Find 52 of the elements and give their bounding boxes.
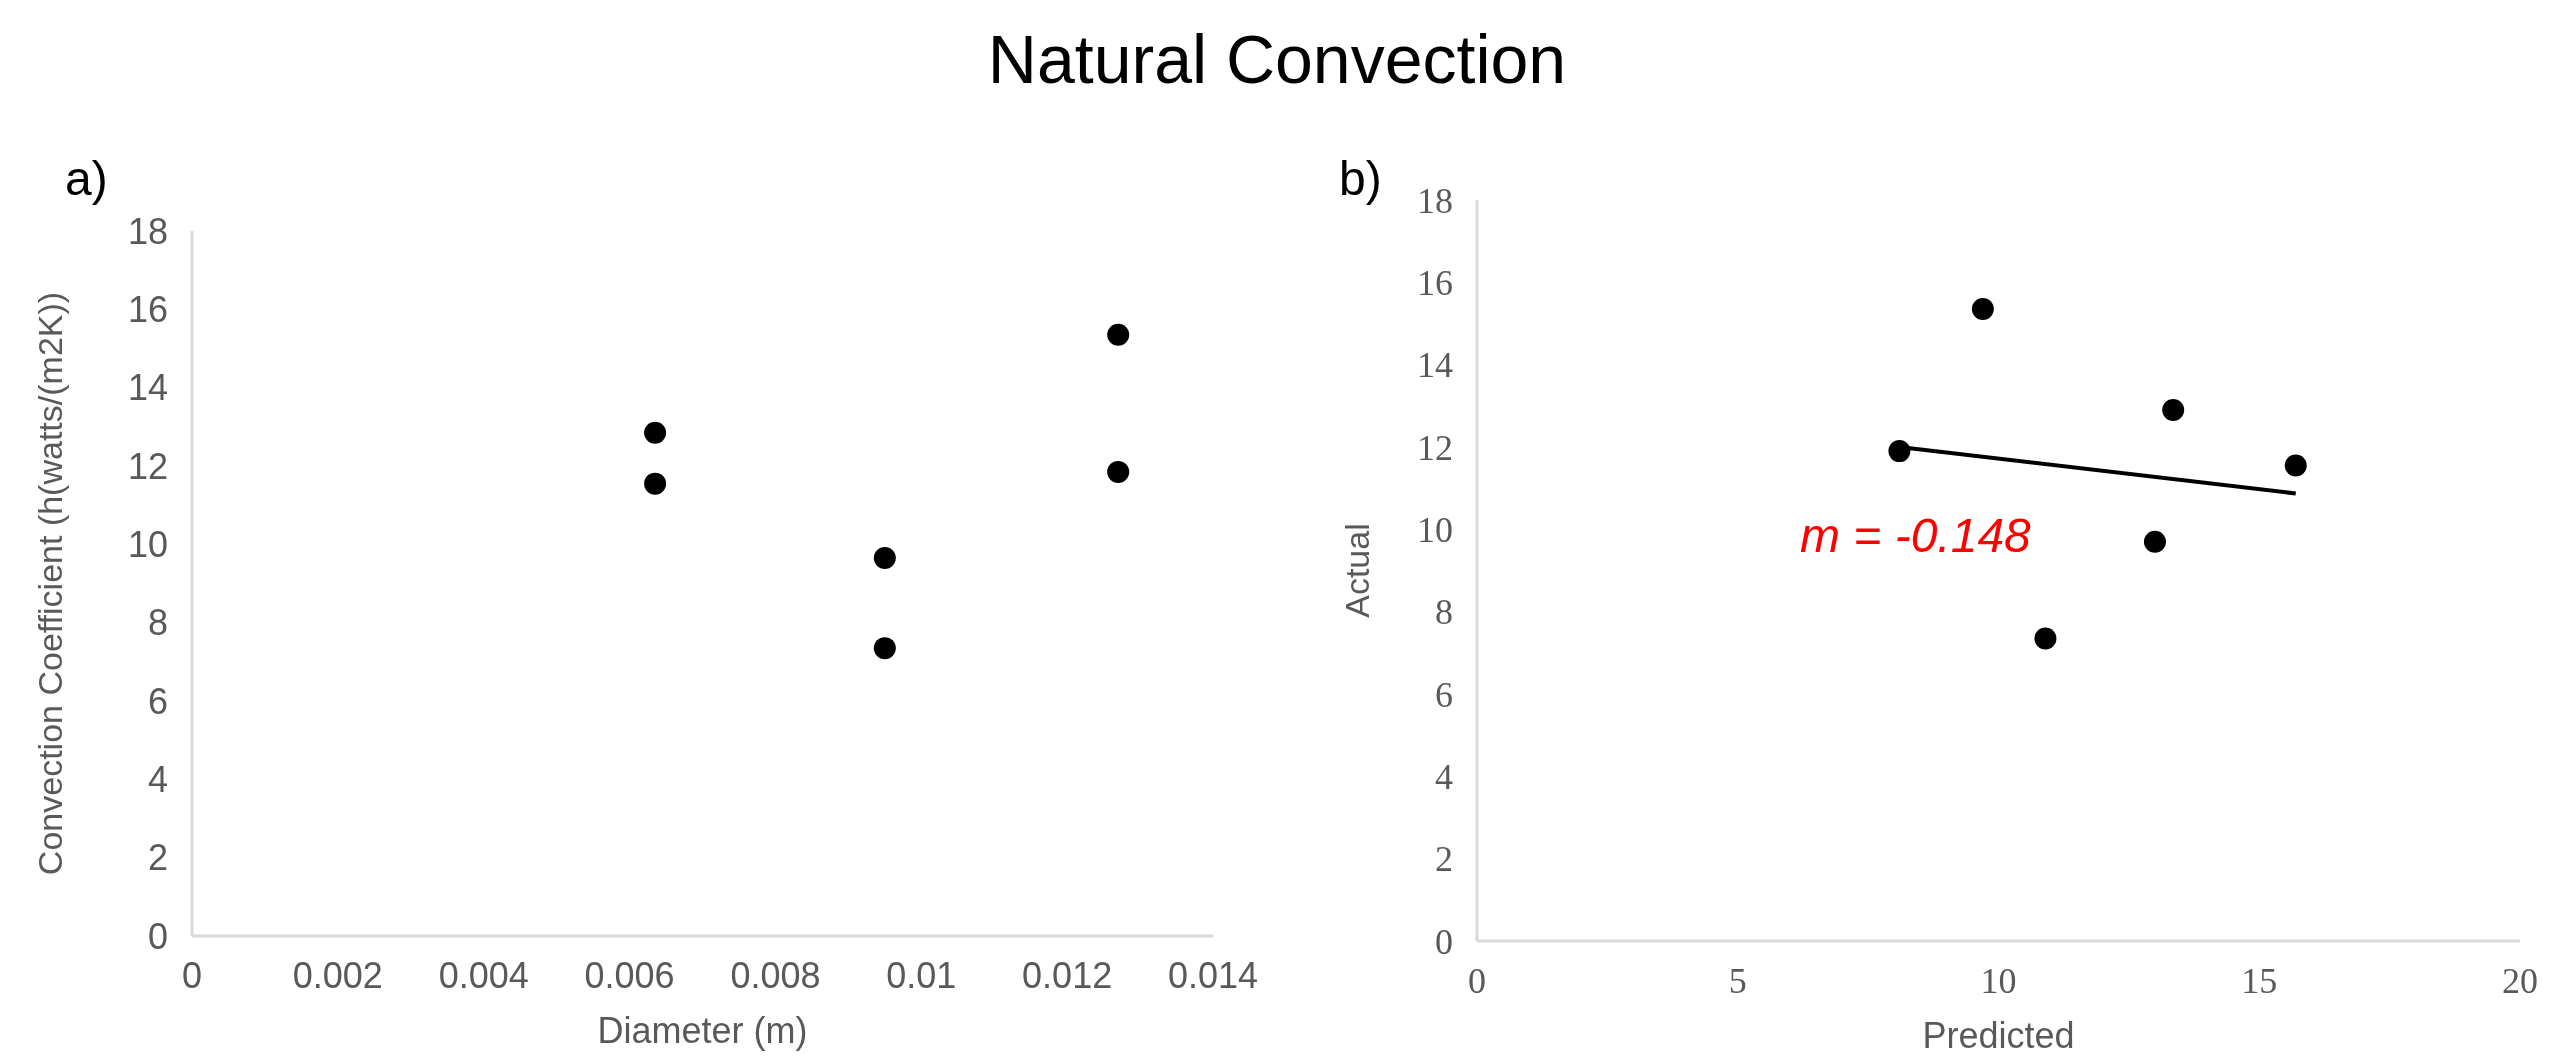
y-tick-label: 12 bbox=[127, 445, 168, 487]
text: b) bbox=[1339, 152, 1382, 205]
x-tick-label: 0.008 bbox=[730, 954, 821, 996]
x-axis-title: Diameter (m) bbox=[597, 1010, 808, 1051]
text: a) bbox=[65, 152, 108, 205]
x-tick-label: 10 bbox=[1980, 960, 2017, 1001]
x-tick-label: 0.01 bbox=[886, 954, 957, 996]
x-tick-label: 0.014 bbox=[1167, 954, 1259, 996]
y-axis-title: Convection Coefficient (h(watts/(m2K)) bbox=[31, 291, 70, 876]
y-tick-label: 6 bbox=[1435, 674, 1453, 715]
annotation: m = -0.148 bbox=[1800, 509, 2031, 562]
y-tick-label: 10 bbox=[1417, 510, 1453, 551]
y-tick-label: 8 bbox=[147, 602, 168, 644]
x-tick-label: 15 bbox=[2241, 960, 2278, 1001]
y-tick-label: 2 bbox=[147, 837, 168, 879]
point bbox=[1971, 298, 1994, 321]
point bbox=[873, 547, 896, 570]
point bbox=[2284, 454, 2307, 477]
y-tick-label: 14 bbox=[1417, 345, 1453, 386]
y-tick-label: 2 bbox=[1435, 839, 1453, 880]
y-tick-label: 4 bbox=[1435, 757, 1453, 798]
y-tick-label: 12 bbox=[1417, 427, 1453, 468]
y-tick-label: 18 bbox=[127, 210, 168, 252]
y-tick-label: 10 bbox=[127, 524, 168, 566]
y-axis-title: Actual bbox=[1338, 523, 1377, 618]
y-tick-label: 0 bbox=[147, 915, 168, 957]
y-tick-label: 18 bbox=[1417, 180, 1453, 221]
x-tick-label: 0 bbox=[181, 954, 203, 996]
point bbox=[644, 472, 667, 495]
y-tick-label: 16 bbox=[127, 289, 168, 331]
x-axis-title: Predicted bbox=[1922, 1015, 2075, 1056]
x-tick-label: 0.006 bbox=[584, 954, 675, 996]
y-tick-label: 16 bbox=[1417, 263, 1453, 304]
point bbox=[2143, 530, 2166, 553]
y-tick-label: 6 bbox=[147, 680, 168, 722]
y-tick-label: 4 bbox=[147, 759, 168, 801]
point bbox=[644, 421, 667, 444]
point bbox=[873, 637, 896, 660]
point bbox=[1107, 323, 1130, 346]
x-tick-label: 0.002 bbox=[292, 954, 383, 996]
point bbox=[1107, 460, 1130, 483]
y-tick-label: 0 bbox=[1435, 921, 1453, 962]
x-tick-label: 0 bbox=[1468, 960, 1486, 1001]
x-tick-label: 5 bbox=[1728, 960, 1747, 1001]
x-tick-label: 0.004 bbox=[438, 954, 529, 996]
point bbox=[2162, 398, 2185, 421]
point bbox=[2034, 627, 2057, 650]
y-tick-label: 14 bbox=[127, 367, 168, 409]
x-tick-label: 0.012 bbox=[1022, 954, 1113, 996]
y-tick-label: 8 bbox=[1435, 592, 1453, 633]
chart-title: Natural Convection bbox=[986, 21, 1568, 97]
x-tick-label: 20 bbox=[2502, 960, 2538, 1001]
